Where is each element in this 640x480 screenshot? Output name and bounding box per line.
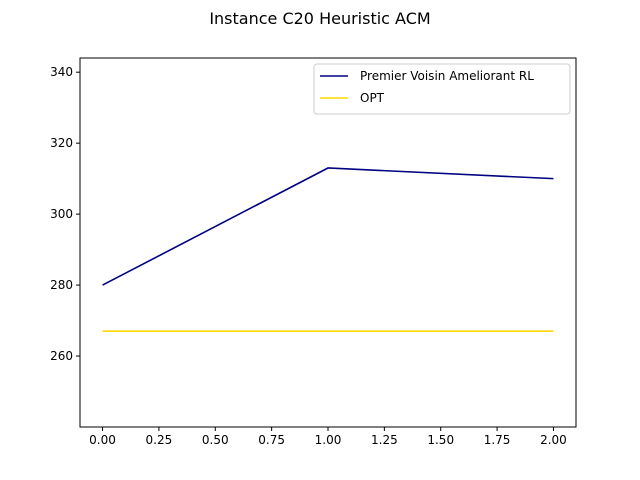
x-tick-label: 0.25: [146, 433, 173, 447]
y-tick-label: 260: [50, 349, 73, 363]
series-lines: [102, 167, 554, 333]
x-tick-label: 1.00: [315, 433, 342, 447]
legend-box: [313, 63, 571, 115]
x-tick-label: 0.50: [202, 433, 229, 447]
y-tick-label: 280: [50, 278, 73, 292]
y-tick-label: 320: [50, 136, 73, 150]
x-tick-label: 1.25: [371, 433, 398, 447]
legend: Premier Voisin Ameliorant RL OPT: [313, 63, 571, 115]
legend-label: OPT: [360, 91, 385, 105]
x-axis: 0.00 0.25 0.50 0.75 1.00 1.25 1.50 1.75 2.00: [89, 427, 567, 447]
y-axis: 260 280 300 320 340: [50, 65, 80, 363]
y-tick-label: 300: [50, 207, 73, 221]
x-tick-label: 2.00: [540, 433, 567, 447]
x-tick-label: 0.00: [89, 433, 116, 447]
legend-label: Premier Voisin Ameliorant RL: [360, 69, 534, 83]
x-tick-label: 0.75: [258, 433, 285, 447]
chart-title: Instance C20 Heuristic ACM: [209, 9, 430, 28]
y-tick-label: 340: [50, 65, 73, 79]
x-tick-label: 1.50: [427, 433, 454, 447]
series-line-0: [102, 167, 554, 286]
x-tick-label: 1.75: [484, 433, 511, 447]
